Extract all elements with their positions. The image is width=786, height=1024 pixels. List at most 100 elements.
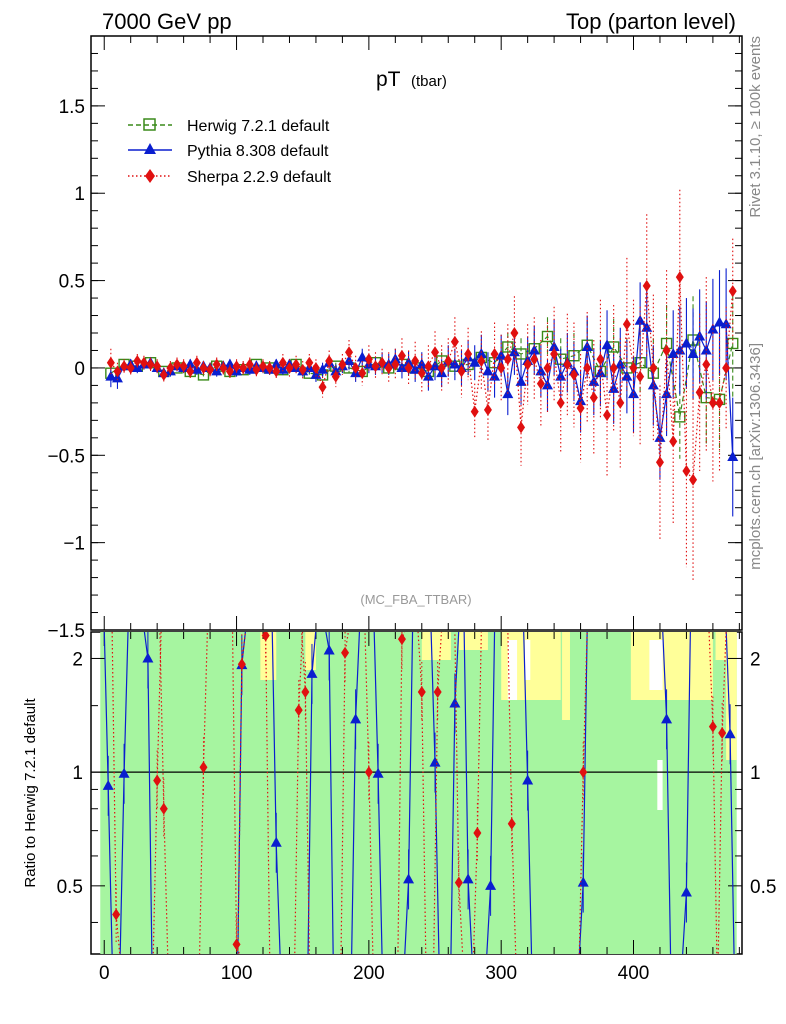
- ratio-data-point: [485, 879, 497, 890]
- x-tick-label: 400: [618, 963, 650, 984]
- data-point: [356, 351, 368, 362]
- ratio-data-point: [522, 774, 534, 785]
- data-point: [265, 361, 274, 374]
- ratio-data-point: [199, 761, 208, 774]
- data-point: [126, 361, 135, 374]
- data-point: [575, 395, 587, 406]
- ratio-y-tick-label-right: 0.5: [750, 877, 776, 898]
- x-tick-label: 0: [99, 963, 110, 984]
- ratio-y-axis-label: Ratio to Herwig 7.2.1 default: [22, 698, 39, 888]
- data-point: [159, 368, 168, 381]
- data-point: [259, 360, 268, 373]
- data-point: [351, 361, 360, 374]
- ratio-data-point: [454, 876, 463, 889]
- data-point: [184, 358, 196, 369]
- data-point: [469, 356, 481, 367]
- series-line: [110, 319, 734, 458]
- data-point: [417, 367, 426, 380]
- data-point: [364, 353, 373, 366]
- band-outer-segment: [421, 632, 451, 660]
- band-outer-segment: [305, 632, 316, 670]
- data-point: [212, 358, 221, 371]
- data-point: [541, 379, 553, 390]
- ratio-data-point: [301, 686, 310, 699]
- main-y-tick-label: −1.5: [47, 621, 85, 642]
- ratio-data-point: [112, 908, 121, 921]
- ratio-data-point: [724, 728, 736, 739]
- data-point: [120, 360, 129, 373]
- data-point: [649, 361, 658, 374]
- ratio-data-point: [433, 686, 442, 699]
- band-gap: [507, 640, 518, 700]
- data-point: [722, 361, 731, 374]
- data-point: [173, 358, 182, 371]
- data-point: [589, 391, 598, 404]
- band-outer-segment: [726, 632, 737, 760]
- data-point: [105, 370, 117, 381]
- chart-title-sub: (tbar): [411, 73, 447, 90]
- data-point: [153, 360, 162, 373]
- main-series-group: [105, 189, 739, 582]
- data-point: [727, 451, 739, 462]
- data-point: [477, 354, 486, 367]
- data-point: [548, 340, 560, 351]
- series-line: [110, 335, 734, 418]
- data-point: [318, 381, 327, 394]
- analysis-watermark: (MC_FBA_TTBAR): [360, 592, 471, 607]
- ratio-data-point: [142, 652, 154, 663]
- data-point: [437, 361, 446, 374]
- data-point: [621, 370, 633, 381]
- data-point: [270, 358, 282, 369]
- ratio-y-tick-label: 0.5: [57, 877, 83, 898]
- legend: Herwig 7.2.1 default Pythia 8.308 defaul…: [128, 118, 332, 186]
- data-point: [636, 370, 645, 383]
- data-point: [317, 363, 329, 374]
- data-point: [345, 346, 354, 359]
- data-point: [622, 318, 631, 331]
- rivet-version-text: Rivet 3.1.10, ≥ 100k events: [747, 36, 764, 218]
- data-point: [490, 347, 499, 360]
- main-series-clipped: [105, 189, 739, 582]
- data-point: [517, 421, 526, 434]
- legend-entry-pythia: Pythia 8.308 default: [128, 143, 329, 160]
- ratio-y-tick-label-right: 1: [750, 763, 761, 784]
- ratio-uncertainty-bands: [100, 632, 737, 954]
- ratio-data-point: [153, 774, 162, 787]
- data-point: [179, 360, 188, 373]
- data-point: [715, 396, 724, 409]
- data-point: [199, 361, 208, 374]
- x-tick-label: 100: [221, 963, 253, 984]
- data-point: [555, 370, 567, 381]
- ratio-series-line: [111, 632, 727, 954]
- data-point: [714, 316, 726, 327]
- data-point: [272, 365, 281, 378]
- data-point: [608, 382, 620, 393]
- data-point: [616, 396, 625, 409]
- main-axes: 1.5 1 0.5 0 −0.5 −1 −1.5: [47, 36, 742, 642]
- data-point: [662, 344, 671, 357]
- data-point: [457, 365, 466, 378]
- data-point: [384, 361, 393, 374]
- header-left-text: 7000 GeV pp: [102, 9, 232, 34]
- data-point: [422, 370, 434, 381]
- ratio-data-point: [294, 704, 303, 717]
- data-point: [186, 365, 195, 378]
- ratio-data-point: [237, 658, 246, 671]
- chart-title: pT (tbar): [376, 68, 447, 91]
- ratio-data-point: [372, 767, 384, 778]
- ratio-y-tick-label: 2: [72, 649, 83, 670]
- data-point: [497, 361, 506, 374]
- band-outer-segment: [630, 632, 713, 700]
- ratio-data-point: [708, 720, 717, 733]
- data-point: [192, 356, 201, 369]
- data-point: [695, 386, 704, 399]
- data-point: [424, 360, 433, 373]
- data-point: [556, 396, 565, 409]
- main-y-tick-label: −0.5: [47, 446, 85, 467]
- legend-sherpa-label: Sherpa 2.2.9 default: [187, 169, 332, 186]
- data-point: [503, 353, 512, 366]
- data-point: [694, 330, 706, 341]
- band-group: [100, 632, 737, 954]
- data-point: [680, 337, 692, 348]
- data-point: [338, 358, 347, 371]
